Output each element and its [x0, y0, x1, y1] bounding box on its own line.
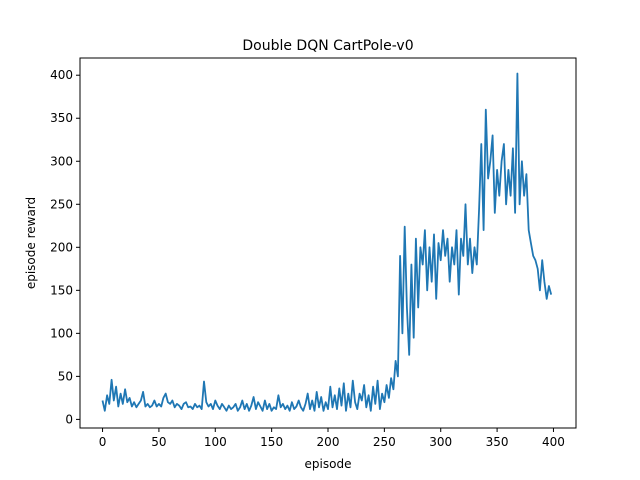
x-tick-label: 0 — [99, 435, 107, 449]
y-axis-label: episode reward — [24, 197, 38, 289]
x-tick-label: 350 — [486, 435, 509, 449]
y-tick-label: 50 — [58, 369, 73, 383]
chart-title: Double DQN CartPole-v0 — [242, 38, 413, 54]
x-tick-label: 100 — [204, 435, 227, 449]
y-tick-label: 0 — [65, 412, 73, 426]
y-tick-label: 150 — [50, 283, 73, 297]
y-tick-label: 250 — [50, 197, 73, 211]
y-tick-label: 300 — [50, 154, 73, 168]
x-tick-label: 300 — [429, 435, 452, 449]
axis-ticks: 0 50 100 150 200 250 300 350 400 0 50 100 150 200 250 3… — [50, 68, 565, 449]
x-axis-label: episode — [305, 457, 352, 471]
plot-frame — [79, 57, 577, 429]
y-tick-label: 350 — [50, 111, 73, 125]
y-tick-label: 200 — [50, 240, 73, 254]
x-tick-label: 250 — [373, 435, 396, 449]
series-line — [101, 72, 553, 412]
y-tick-label: 100 — [50, 326, 73, 340]
x-tick-label: 150 — [260, 435, 283, 449]
x-tick-label: 200 — [317, 435, 340, 449]
x-tick-label: 400 — [542, 435, 565, 449]
plot-area — [101, 72, 553, 412]
y-tick-label: 400 — [50, 68, 73, 82]
x-tick-label: 50 — [151, 435, 166, 449]
